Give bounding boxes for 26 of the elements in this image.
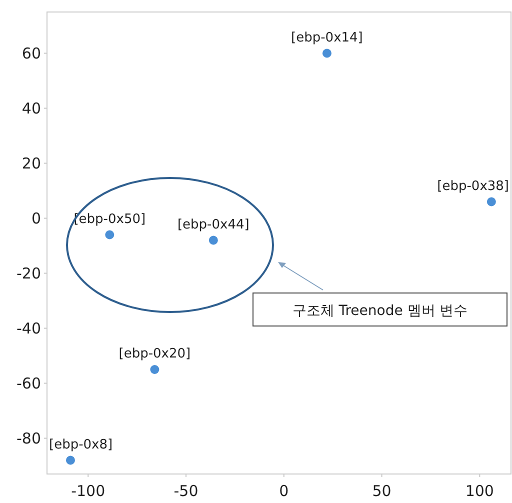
y-tick-label: 20 xyxy=(22,154,41,172)
point xyxy=(486,197,496,206)
y-tick-label: 40 xyxy=(22,99,41,118)
x-tick-label: 0 xyxy=(279,482,289,500)
x-tick-label: 50 xyxy=(372,482,392,500)
annotation: [ebp-0x20] xyxy=(118,346,191,362)
y-tick-label: -40 xyxy=(16,319,41,338)
annotation: [ebp-0x50] xyxy=(74,212,146,227)
annotation: [ebp-0x44] xyxy=(177,217,250,232)
y-tick-label: -80 xyxy=(16,429,41,448)
y-tick-label: 60 xyxy=(22,44,41,62)
annotation: 구조체 Treenode 멤버 변수 xyxy=(292,303,468,319)
point xyxy=(150,365,160,374)
x-tick-label: -50 xyxy=(174,482,198,500)
point xyxy=(105,230,114,240)
point xyxy=(208,236,218,245)
y-tick-label: 0 xyxy=(31,209,41,228)
y-tick-label: -20 xyxy=(16,264,41,282)
annotation: [ebp-0x8] xyxy=(49,437,113,452)
x-tick-label: 100 xyxy=(465,482,494,500)
point xyxy=(322,48,332,58)
y-tick-label: -60 xyxy=(16,374,41,392)
point xyxy=(66,456,75,465)
annotation: [ebp-0x14] xyxy=(291,30,363,46)
x-tick-label: -100 xyxy=(71,482,106,500)
annotation: [ebp-0x38] xyxy=(437,178,509,194)
